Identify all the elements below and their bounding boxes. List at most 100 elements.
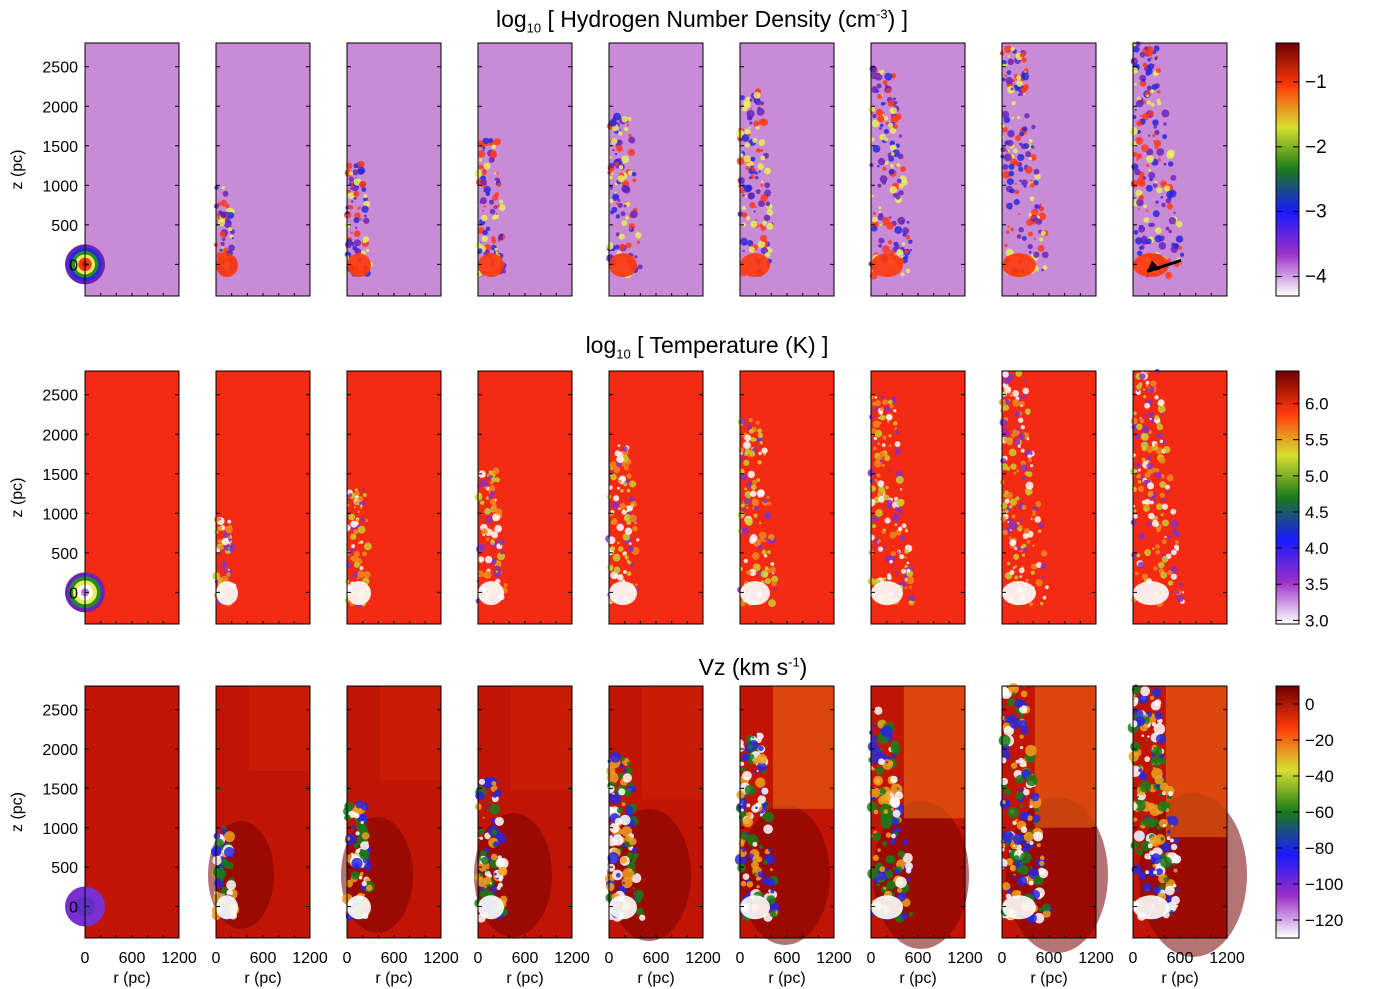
plume-blob — [1136, 473, 1142, 479]
plume-blob — [220, 241, 225, 246]
plume-blob — [1153, 139, 1162, 148]
title-part-pre: log — [585, 332, 617, 358]
plume-blob — [1028, 602, 1034, 607]
plume-blob — [894, 427, 897, 430]
plume-blob — [609, 463, 613, 467]
plume-blob — [1150, 222, 1155, 227]
plume-blob — [1165, 271, 1173, 280]
plume-blob — [752, 137, 758, 143]
plume-blob — [743, 558, 748, 563]
plume-blob — [746, 506, 749, 509]
plume-blob — [1145, 389, 1149, 393]
plume-blob — [743, 497, 751, 505]
title-part-sup: -3 — [876, 6, 888, 22]
plume-blob — [1134, 571, 1139, 576]
plume-blob — [763, 811, 774, 823]
cloud-head — [609, 253, 637, 278]
plume-blob — [1145, 870, 1149, 875]
plume-blob — [877, 183, 882, 188]
plume-blob — [229, 547, 235, 552]
plume-blob — [1143, 798, 1147, 802]
plume-blob — [496, 182, 502, 187]
plume-blob — [1023, 528, 1030, 534]
plume-blob — [747, 744, 754, 750]
plume-blob — [743, 99, 751, 107]
plume-blob — [875, 509, 883, 517]
plume-blob — [889, 559, 893, 564]
plume-blob — [478, 778, 486, 785]
plume-blob — [490, 539, 495, 544]
plume-blob — [894, 226, 903, 234]
plume-blob — [356, 576, 360, 580]
plume-blob — [365, 884, 373, 892]
plume-blob — [752, 841, 758, 847]
plume-blob — [623, 768, 627, 773]
plume-blob — [1007, 806, 1020, 819]
plume-blob — [1029, 196, 1035, 202]
plume-blob — [873, 822, 876, 825]
plume-blob — [1016, 890, 1022, 895]
plume-blob — [623, 204, 627, 208]
plume-blob — [478, 828, 485, 835]
x-axis-label: r (pc) — [506, 970, 543, 987]
plume-blob — [623, 465, 629, 471]
title-part-mid: [ Temperature (K) ] — [630, 332, 829, 358]
plume-blob — [1137, 465, 1141, 468]
plume-blob — [1016, 469, 1020, 473]
plume-blob — [610, 509, 615, 514]
plume-blob — [617, 444, 621, 447]
plume-blob — [1033, 874, 1044, 886]
plume-blob — [1009, 865, 1017, 872]
plume-blob — [1021, 498, 1024, 501]
plume-blob — [483, 162, 491, 170]
plume-blob — [634, 255, 638, 259]
plume-blob — [756, 885, 760, 889]
plume-blob — [1038, 907, 1044, 912]
plume-blob — [758, 451, 762, 456]
plume-blob — [496, 885, 501, 890]
plume-blob — [626, 488, 631, 493]
plume-blob — [750, 484, 757, 490]
plume-blob — [222, 247, 229, 253]
plume-blob — [1008, 505, 1013, 509]
plume-blob — [361, 205, 369, 213]
plume-blob — [1040, 563, 1047, 570]
plume-blob — [1171, 895, 1180, 905]
plume-blob — [614, 152, 618, 156]
plume-blob — [1012, 874, 1016, 879]
plume-blob — [1159, 492, 1166, 498]
plume-blob — [747, 192, 755, 200]
plume-blob — [1012, 833, 1025, 845]
plume-blob — [764, 577, 771, 585]
plume-blob — [763, 214, 771, 222]
plume-blob — [608, 175, 613, 180]
plume-blob — [1004, 715, 1013, 724]
plume-blob — [1146, 456, 1152, 461]
plume-blob — [757, 107, 761, 110]
plume-blob — [1141, 500, 1146, 505]
velocity-upper — [379, 686, 441, 781]
plume-blob — [489, 151, 497, 159]
x-axis-label: r (pc) — [768, 970, 805, 987]
plume-blob — [627, 148, 636, 157]
plume-blob — [351, 544, 356, 549]
plume-blob — [359, 566, 364, 571]
plume-blob — [748, 853, 754, 860]
plume-blob — [1144, 498, 1151, 505]
plume-blob — [613, 112, 622, 121]
plume-blob — [882, 435, 887, 440]
plume-blob — [1157, 432, 1163, 438]
plume-blob — [223, 846, 235, 858]
plume-blob — [1143, 395, 1147, 399]
plume-blob — [1034, 807, 1040, 813]
cloud-head — [478, 581, 504, 606]
plume-blob — [1136, 795, 1140, 799]
plume-blob — [751, 804, 760, 813]
plume-blob — [491, 781, 497, 786]
plume-blob — [1145, 380, 1150, 385]
plume-blob — [1152, 864, 1156, 868]
plume-blob — [872, 724, 876, 728]
panel-0-0 — [65, 42, 180, 297]
plume-blob — [1019, 788, 1024, 793]
